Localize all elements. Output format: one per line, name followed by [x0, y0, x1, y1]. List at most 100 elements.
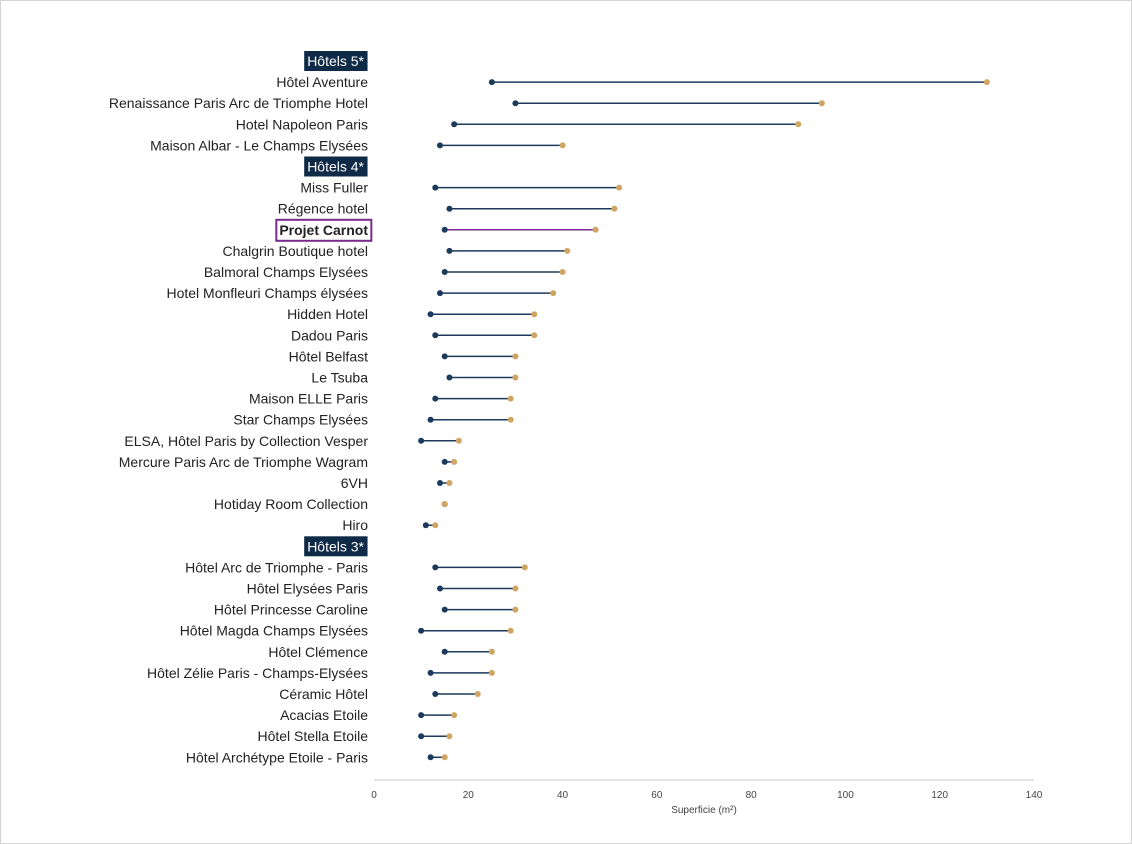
min-point [427, 311, 434, 318]
group-header: Hôtels 3* [304, 536, 368, 557]
min-point [432, 564, 439, 571]
group-header-label: Hôtels 4* [307, 159, 364, 175]
min-point [437, 142, 443, 149]
group-header-label: Hôtels 5* [307, 53, 364, 69]
max-point [488, 648, 495, 655]
hotel-row: Hotiday Room Collection [214, 496, 448, 512]
group-header: Hôtels 5* [304, 51, 368, 71]
hotel-row: Maison ELLE Paris [249, 391, 514, 407]
min-point [441, 606, 448, 613]
max-point [512, 353, 519, 360]
max-point [531, 311, 538, 318]
hotel-row: Mercure Paris Arc de Triomphe Wagram [119, 454, 458, 470]
group-header-bg [304, 536, 368, 557]
min-point [446, 374, 453, 381]
hotel-row: Hôtel Magda Champs Elysées [180, 623, 514, 639]
hotel-label: Hidden Hotel [287, 306, 368, 322]
hotel-label: Acacias Etoile [280, 707, 368, 723]
min-point [446, 247, 453, 254]
highlight-box [275, 218, 373, 242]
min-point [512, 100, 519, 107]
hotel-row: Hôtel Aventure [276, 74, 990, 90]
hotel-row: ELSA, Hôtel Paris by Collection Vesper [124, 433, 462, 449]
max-point [521, 564, 528, 571]
min-point [418, 437, 425, 444]
min-point [418, 733, 425, 740]
hotel-label: Mercure Paris Arc de Triomphe Wagram [119, 454, 368, 470]
hotel-label: Hôtel Arc de Triomphe - Paris [185, 559, 368, 575]
min-point [418, 627, 425, 634]
hotel-row: Chalgrin Boutique hotel [222, 243, 571, 259]
hotel-label: 6VH [341, 475, 368, 491]
hotel-label: Hôtel Belfast [289, 348, 368, 364]
max-point [592, 226, 599, 233]
x-axis-title: Superficie (m²) [671, 805, 737, 816]
hotel-row: Céramic Hôtel [279, 686, 481, 702]
max-point [488, 669, 495, 676]
hotel-label: Hôtel Aventure [276, 74, 368, 90]
min-point [418, 712, 425, 719]
group-header-bg [304, 51, 368, 71]
hotel-label: Maison ELLE Paris [249, 391, 368, 407]
hotel-label: Hotel Monfleuri Champs élysées [166, 285, 368, 301]
hotel-row: Hôtel Belfast [289, 348, 519, 364]
hotel-label: Hôtel Zélie Paris - Champs-Elysées [147, 665, 368, 681]
hotel-row: 6VH [341, 475, 453, 491]
hotel-label: Le Tsuba [311, 370, 368, 386]
hotel-row: Balmoral Champs Elysées [204, 264, 566, 280]
hotel-label: Céramic Hôtel [279, 686, 368, 702]
hotel-label: ELSA, Hôtel Paris by Collection Vesper [124, 433, 368, 449]
hotel-label: Star Champs Elysées [233, 412, 368, 428]
hotel-label: Dadou Paris [291, 327, 368, 343]
hotel-row: Hotel Monfleuri Champs élysées [166, 285, 557, 301]
x-tick-label: 80 [746, 790, 758, 801]
hotel-row: Star Champs Elysées [233, 412, 514, 428]
max-point [818, 100, 825, 107]
hotel-row: Régence hotel [278, 201, 618, 217]
hotel-row: Projet Carnot [275, 218, 599, 242]
x-tick-label: 120 [931, 790, 948, 801]
min-point [441, 458, 448, 465]
max-point [512, 585, 519, 592]
max-point [531, 332, 538, 339]
min-point [437, 290, 443, 297]
min-point [446, 205, 453, 212]
hotel-label: Hotiday Room Collection [214, 496, 368, 512]
max-point [507, 627, 514, 634]
min-point [441, 648, 448, 655]
x-tick-label: 0 [371, 790, 377, 801]
hotel-label: Hôtel Stella Etoile [257, 728, 368, 744]
max-point [550, 290, 557, 297]
chart-rows: Hôtels 5* Hôtel Aventure Renaissance Paris… [109, 51, 990, 765]
x-tick-label: 100 [837, 790, 854, 801]
group-header: Hôtels 4* [304, 156, 368, 177]
hotel-row: Hôtel Arc de Triomphe - Paris [185, 559, 528, 575]
max-point [507, 395, 514, 402]
min-point [432, 332, 439, 339]
hotel-label: Hôtel Magda Champs Elysées [180, 623, 368, 639]
max-point [507, 416, 514, 423]
max-point [512, 606, 519, 613]
max-point [446, 733, 453, 740]
x-axis: 0 20 40 60 80 100 120 140 Superficie (m²) [371, 779, 1043, 816]
min-point [432, 395, 439, 402]
max-point [564, 247, 571, 254]
min-point [422, 522, 429, 529]
hotel-row: Hiro [342, 517, 439, 533]
hotel-label: Balmoral Champs Elysées [204, 264, 368, 280]
max-point [512, 374, 519, 381]
max-point [451, 712, 458, 719]
hotel-row: Hôtel Elysées Paris [247, 581, 519, 597]
hotel-label: Maison Albar - Le Champs Elysées [150, 137, 368, 153]
hotel-label: Hôtel Clémence [268, 644, 368, 660]
hotel-label: Projet Carnot [279, 222, 368, 238]
min-point [427, 416, 434, 423]
min-point [451, 121, 458, 128]
min-point [441, 353, 448, 360]
max-point [451, 458, 458, 465]
x-tick-label: 20 [463, 790, 475, 801]
x-axis-ticks: 0 20 40 60 80 100 120 140 [371, 790, 1043, 801]
min-point [432, 184, 439, 191]
